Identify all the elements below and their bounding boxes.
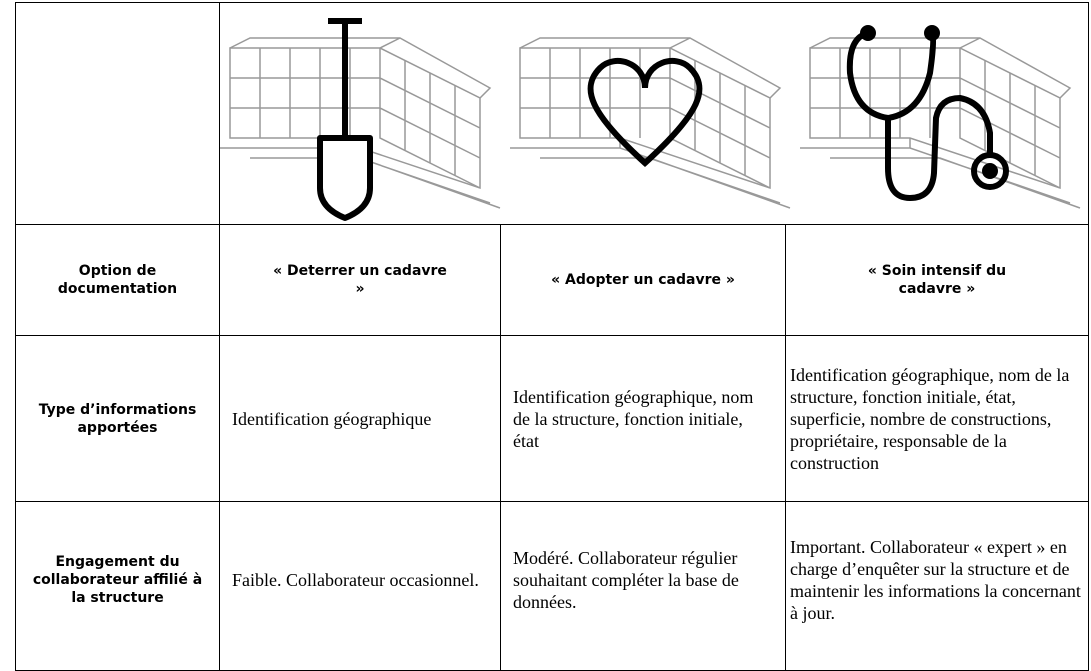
column-header: « Soin intensif du cadavre » bbox=[785, 224, 1089, 336]
row-label: Type d’informations apportées bbox=[15, 335, 220, 502]
shelf-sketch bbox=[509, 37, 791, 209]
stethoscope-icon bbox=[846, 25, 1009, 202]
shelf-sketch bbox=[799, 37, 1081, 209]
table-cell: Identification géographique bbox=[219, 335, 501, 502]
empty-cell bbox=[15, 2, 220, 225]
shovel-icon bbox=[317, 18, 373, 221]
column-header: « Adopter un cadavre » bbox=[500, 224, 786, 336]
row-label: Engagement du collaborateur affilié à la… bbox=[15, 501, 220, 671]
column-header: « Deterrer un cadavre » bbox=[219, 224, 501, 336]
table-cell: Important. Collaborateur « expert » en c… bbox=[785, 501, 1089, 671]
image-cell bbox=[219, 2, 1089, 225]
row-label: Option de documentation bbox=[15, 224, 220, 336]
heart-icon bbox=[587, 57, 703, 168]
table-cell: Identification géographique, nom de la s… bbox=[500, 335, 786, 502]
table-cell: Identification géographique, nom de la s… bbox=[785, 335, 1089, 502]
table-cell: Faible. Collaborateur occasionnel. bbox=[219, 501, 501, 671]
illustrations bbox=[220, 18, 1081, 221]
table-cell: Modéré. Collaborateur régulier souhaitan… bbox=[500, 501, 786, 671]
